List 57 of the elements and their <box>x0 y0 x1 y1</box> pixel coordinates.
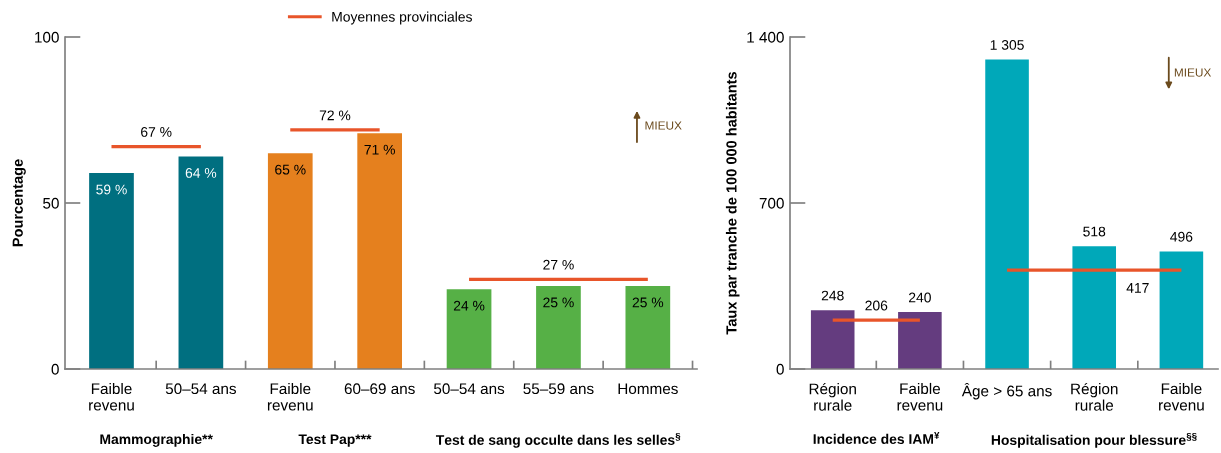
bar <box>267 153 313 369</box>
bar <box>536 286 581 369</box>
bar <box>446 289 492 369</box>
annotation: 72 % <box>319 110 351 121</box>
data-label: 64 % <box>185 168 217 178</box>
data-label: 65 % <box>275 164 306 175</box>
x-tick-label: Faible revenu <box>89 382 134 411</box>
bar <box>357 133 403 369</box>
x-tick-label: 60–69 ans <box>344 383 415 395</box>
data-label: 25 % <box>543 297 574 308</box>
data-label: 248 <box>821 290 844 301</box>
annotation: 417 <box>1126 283 1149 293</box>
data-label: 240 <box>909 292 931 303</box>
y-axis-title: Pourcentage <box>12 159 26 247</box>
text: Mammographie** <box>100 433 213 447</box>
y-axis-title: Taux par tranche de 100 000 habitants <box>725 72 740 335</box>
legend-label: Moyennes provinciales <box>332 11 472 25</box>
y-tick-label: 0 <box>776 363 784 375</box>
bar <box>178 156 224 369</box>
data-label: 25 % <box>632 297 664 308</box>
bar <box>898 312 942 369</box>
data-label: 59 % <box>96 184 127 195</box>
data-label: 496 <box>1170 231 1193 242</box>
annotation: 27 % <box>543 259 574 270</box>
data-label: 518 <box>1083 226 1106 237</box>
x-tick-label: Faible revenu <box>267 382 313 411</box>
data-label: 24 % <box>453 300 485 311</box>
bar <box>625 286 671 369</box>
bar <box>89 173 134 369</box>
bar <box>1072 246 1117 369</box>
text: Test Pap*** <box>298 434 372 447</box>
text: Incidence des IAM$^{¥}$ <box>813 432 940 444</box>
bar <box>1159 251 1204 369</box>
annotation: MIEUX <box>645 121 682 130</box>
x-tick-label: Région rurale <box>809 382 856 411</box>
x-tick-label: 50–54 ans <box>165 383 237 395</box>
y-tick-label: 1 400 <box>747 31 784 43</box>
data-label: 71 % <box>364 144 395 155</box>
data-label: 1 305 <box>990 40 1024 50</box>
y-tick-label: 700 <box>759 197 784 209</box>
annotation: 67 % <box>141 127 172 137</box>
text: Hospitalisation pour blessure$^{§§}$ <box>991 432 1197 448</box>
y-tick-label: 100 <box>35 31 59 43</box>
x-tick-label: Faible revenu <box>897 382 943 411</box>
x-tick-label: Faible revenu <box>1159 382 1204 411</box>
x-tick-label: Âge > 65 ans <box>961 382 1052 400</box>
annotation: 206 <box>865 300 888 311</box>
x-tick-label: Hommes <box>618 383 678 395</box>
x-tick-label: Région rurale <box>1071 382 1118 411</box>
x-tick-label: 50–54 ans <box>433 383 505 395</box>
text: Test de sang occulte dans les selles$^{§}$ <box>435 432 681 448</box>
y-tick-label: 50 <box>43 197 59 209</box>
annotation: MIEUX <box>1174 68 1212 77</box>
y-tick-label: 0 <box>51 363 59 375</box>
x-tick-label: 55–59 ans <box>523 383 594 395</box>
bar <box>810 310 855 369</box>
bar <box>985 59 1029 369</box>
